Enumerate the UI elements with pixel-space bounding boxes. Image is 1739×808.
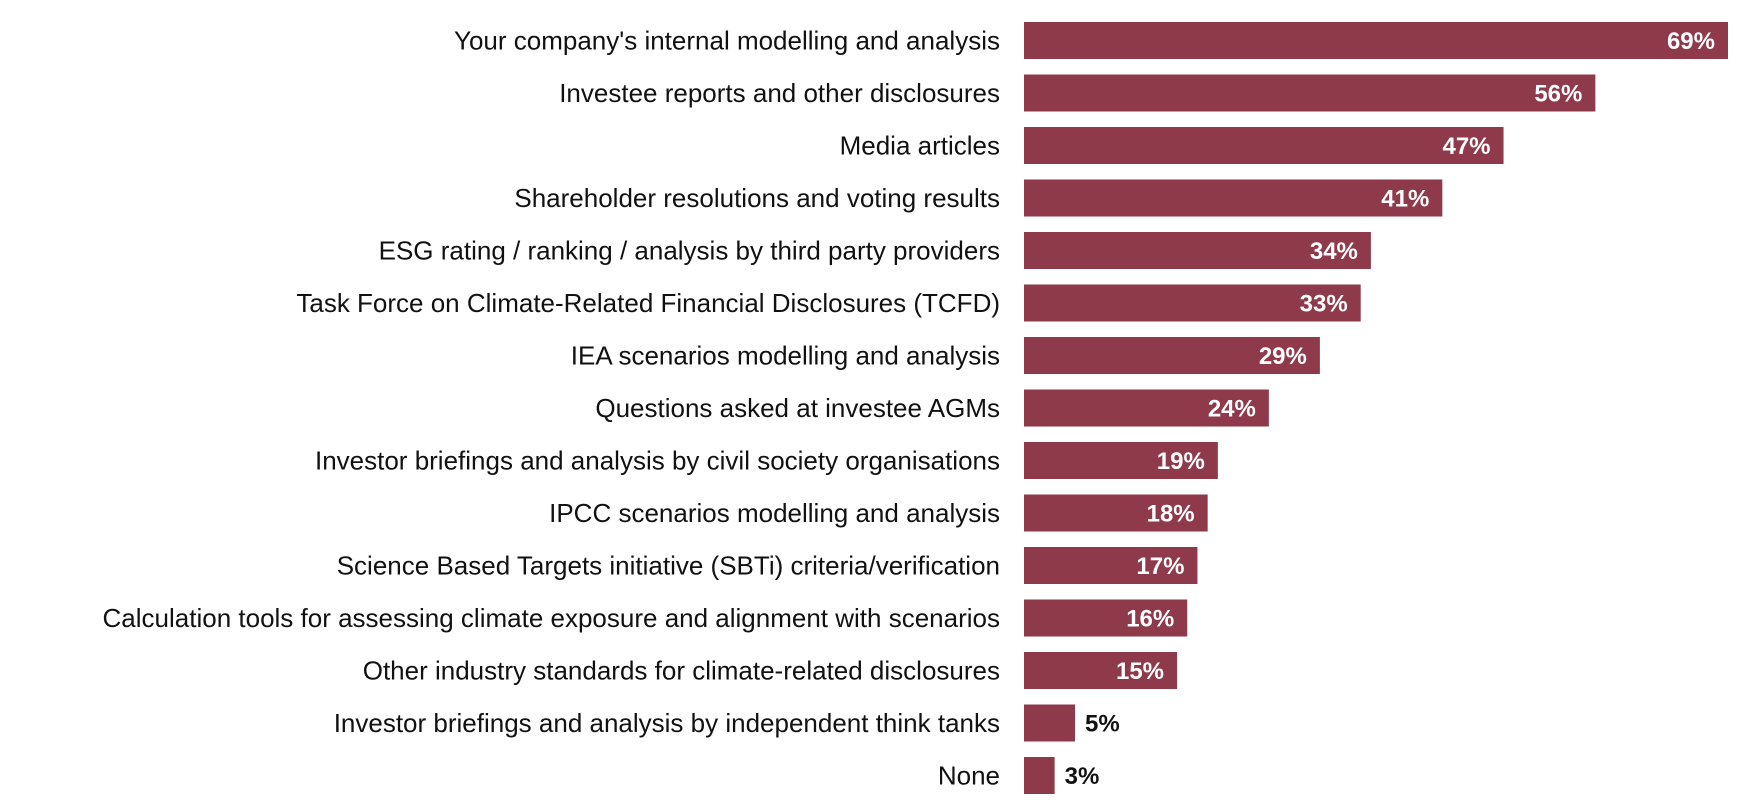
value-label-8: 19% (1157, 448, 1205, 475)
value-labels: 69% 56% 47% 41% 34% 33% 29%24%19% 18% 17% 16% 15% 5… (1065, 28, 1715, 790)
bar-2 (1024, 127, 1504, 164)
category-label-10: Science Based Targets initiative (SBTi) … (337, 551, 1000, 581)
category-label-7: Questions asked at investee AGMs (595, 393, 1000, 423)
category-label-1: Investee reports and other disclosures (559, 78, 1000, 108)
bars (1024, 22, 1728, 794)
value-label-1: 56% (1534, 81, 1582, 108)
bar-5 (1024, 284, 1361, 322)
value-label-10: 17% (1136, 553, 1184, 580)
value-label-2: 47% (1442, 133, 1490, 160)
category-label-0: Your company's internal modelling and an… (454, 26, 1000, 56)
category-label-14: None (938, 761, 1000, 791)
value-label-0: 69% (1667, 28, 1715, 55)
category-label-11: Calculation tools for assessing climate … (103, 603, 1000, 633)
value-label-13: 5% (1085, 711, 1120, 738)
category-label-5: Task Force on Climate-Related Financial … (296, 288, 1000, 318)
category-label-6: IEA scenarios modelling and analysis (571, 341, 1000, 371)
category-label-8: Investor briefings and analysis by civil… (315, 446, 1000, 476)
category-label-13: Investor briefings and analysis by indep… (334, 708, 1000, 738)
bar-13 (1024, 704, 1076, 742)
bar-7 (1024, 389, 1269, 427)
value-label-4: 34% (1310, 238, 1358, 265)
bar-11 (1024, 599, 1188, 637)
value-label-6: 29% (1259, 343, 1307, 370)
bar-12 (1024, 652, 1178, 689)
category-label-9: IPCC scenarios modelling and analysis (549, 498, 1000, 528)
value-label-14: 3% (1065, 763, 1100, 790)
value-label-5: 33% (1300, 291, 1348, 318)
value-label-3: 41% (1381, 186, 1429, 213)
category-label-4: ESG rating / ranking / analysis by third… (379, 236, 1000, 266)
value-label-12: 15% (1116, 658, 1164, 685)
bar-8 (1024, 442, 1218, 479)
bar-6 (1024, 337, 1320, 374)
bar-0 (1024, 22, 1728, 59)
category-label-2: Media articles (840, 131, 1000, 161)
bar-10 (1024, 547, 1198, 584)
bar-9 (1024, 494, 1208, 532)
value-label-11: 16% (1126, 606, 1174, 633)
category-labels: Your company's internal modelling and an… (103, 26, 1000, 791)
bar-3 (1024, 179, 1443, 217)
value-label-7: 24% (1208, 396, 1256, 423)
category-label-12: Other industry standards for climate-rel… (363, 656, 1000, 686)
bar-1 (1024, 74, 1596, 112)
value-label-9: 18% (1147, 501, 1195, 528)
bar-14 (1024, 757, 1055, 794)
category-label-3: Shareholder resolutions and voting resul… (514, 183, 1000, 213)
bar-4 (1024, 232, 1371, 269)
